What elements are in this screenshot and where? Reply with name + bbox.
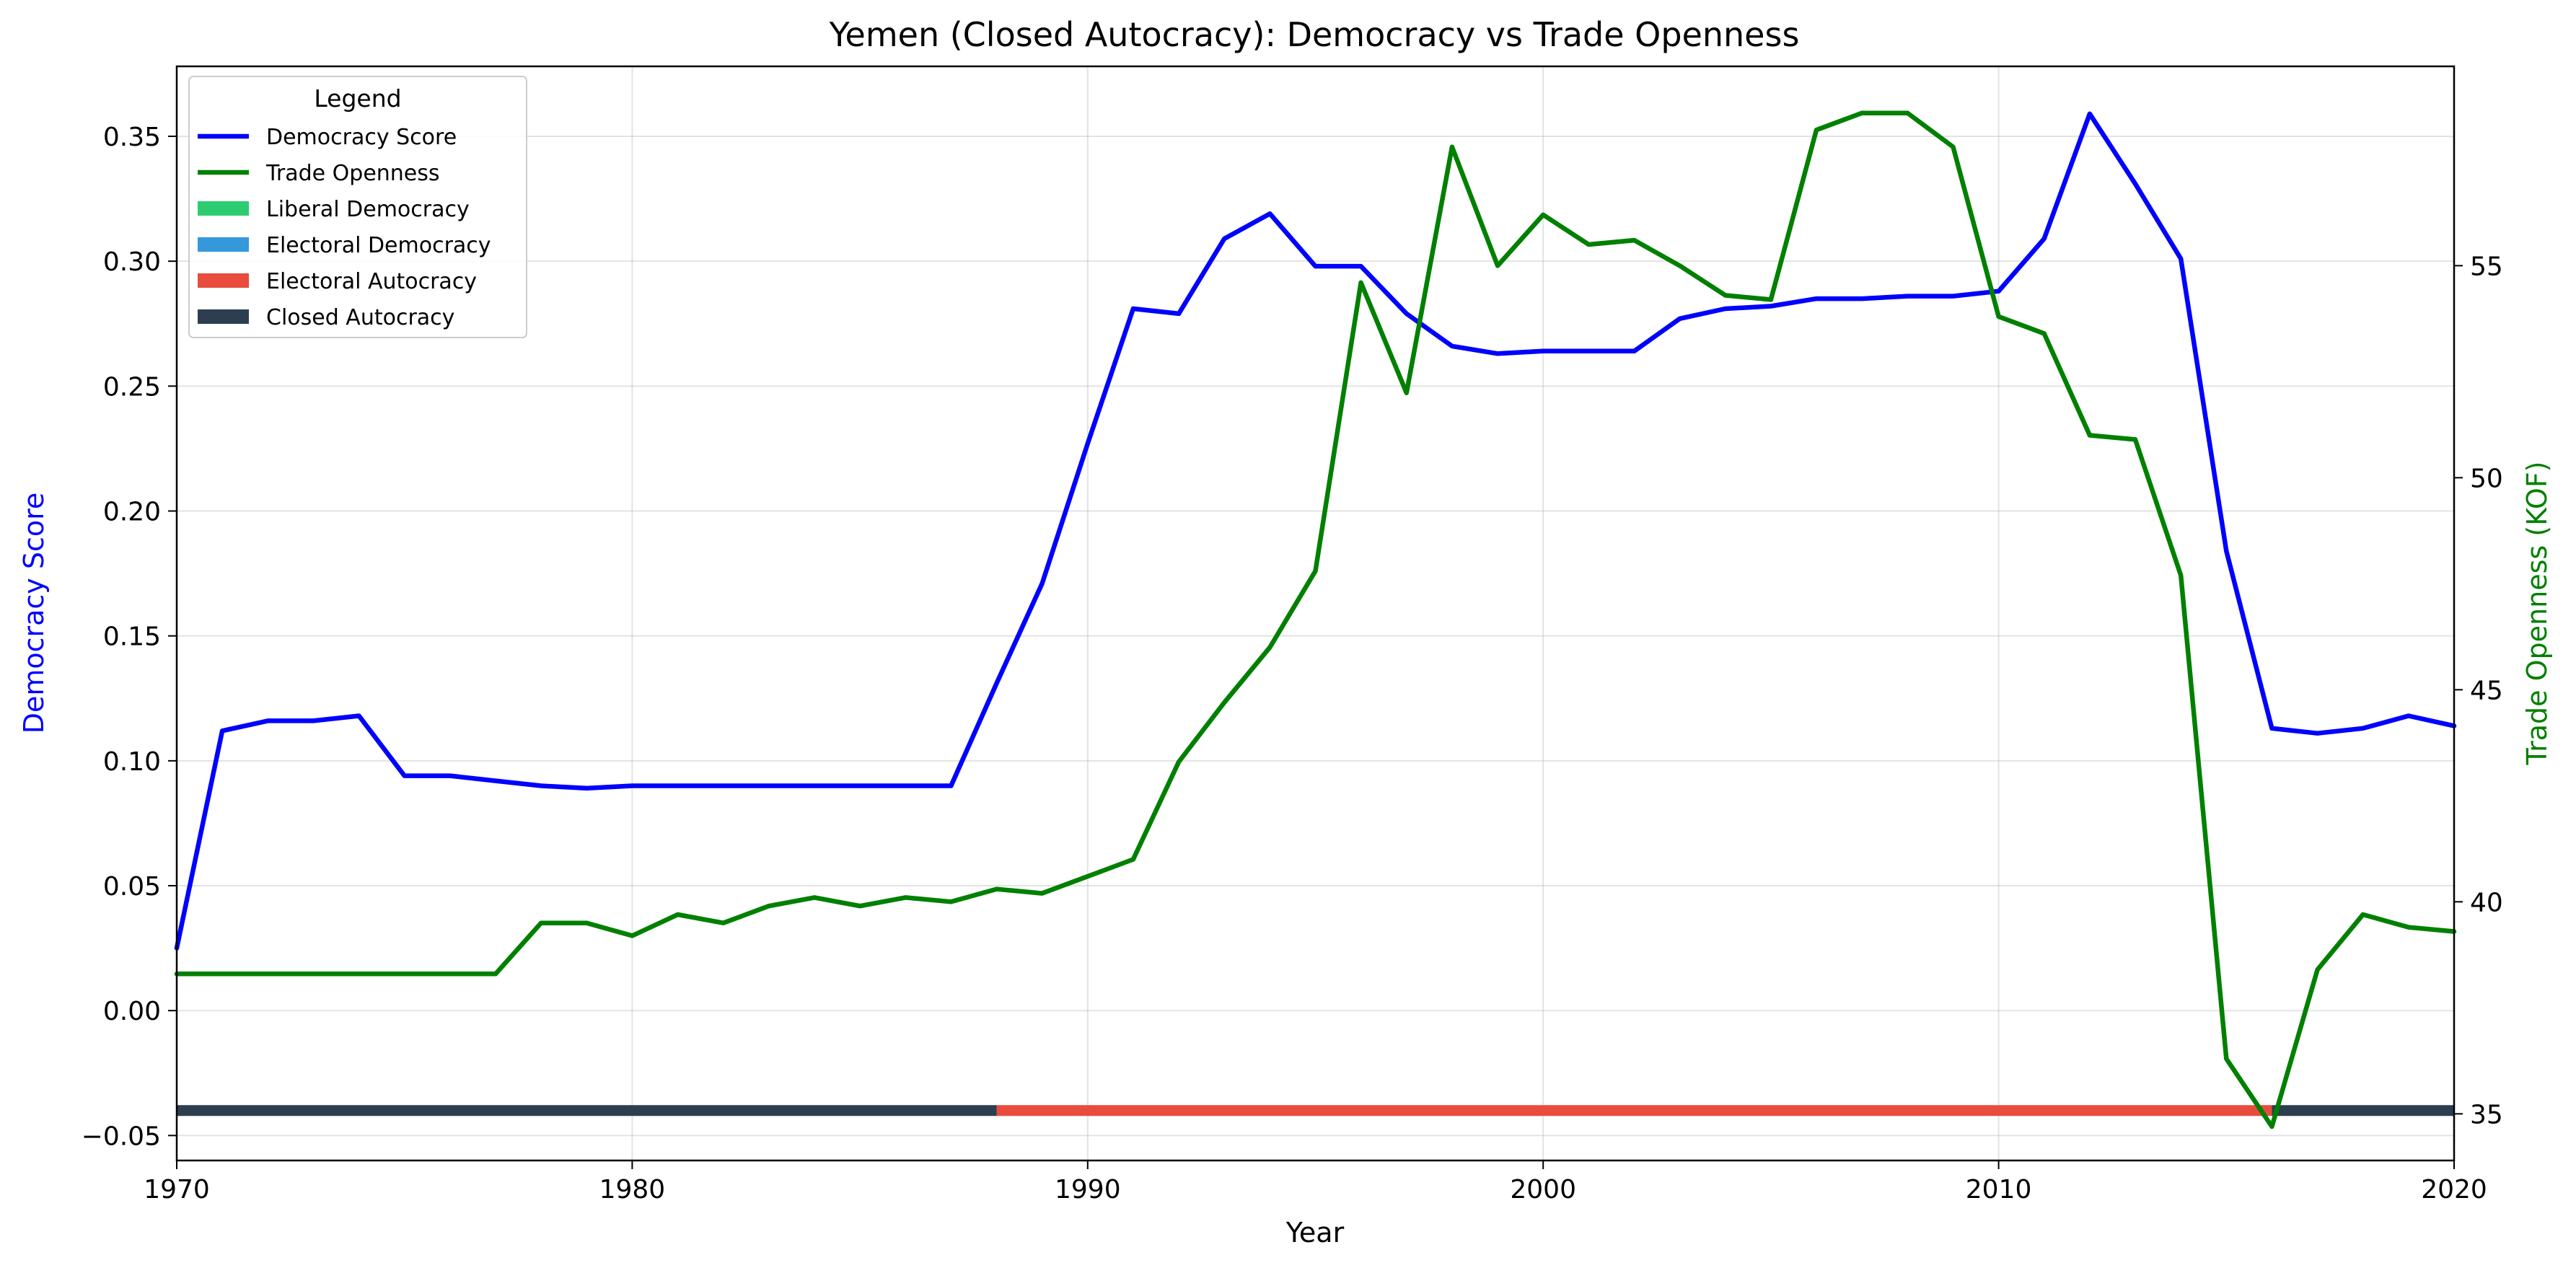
y-axis-right-title: Trade Openness (KOF) [2521,461,2553,765]
legend-patch-swatch [198,201,249,216]
y-axis-right: 35 40 45 50 55 [2454,252,2503,1129]
y-left-tick-label: 0.05 [103,872,161,902]
y-right-tick-label: 50 [2470,464,2503,493]
y-left-tick-label: 0.30 [103,247,161,277]
legend-patch-swatch [198,273,249,288]
legend-label: Electoral Democracy [266,233,491,258]
x-tick-label: 2000 [1510,1175,1576,1204]
x-axis-title: Year [1285,1217,1345,1248]
y-axis-left-title: Democracy Score [18,493,50,734]
series-lines [174,110,2457,1129]
y-left-tick-label: 0.10 [103,747,161,777]
x-tick-label: 1970 [144,1175,210,1204]
grid [176,66,2455,1160]
y-left-tick-label: 0.25 [103,372,161,402]
y-left-tick-label: 0.20 [103,497,161,527]
x-tick-label: 1980 [599,1175,666,1204]
legend-label: Trade Openness [265,161,440,186]
y-right-tick-label: 55 [2470,252,2503,281]
legend-patch-swatch [198,237,249,252]
y-right-tick-label: 40 [2470,888,2503,917]
democracy-score-line [174,111,2457,951]
x-axis: 1970 1980 1990 2000 2010 2020 [144,1160,2487,1204]
y-left-tick-label: 0.35 [103,123,161,152]
x-tick-label: 1990 [1055,1175,1121,1204]
y-right-tick-label: 45 [2470,676,2503,705]
y-left-tick-label: 0.00 [103,997,161,1026]
legend-patch-swatch [198,309,249,324]
legend-label: Democracy Score [266,125,457,150]
x-tick-label: 2010 [1966,1175,2032,1204]
y-right-tick-label: 35 [2470,1100,2503,1129]
x-tick-label: 2020 [2421,1175,2487,1204]
legend-label: Closed Autocracy [266,305,454,330]
trade-openness-line [174,110,2457,1129]
legend-label: Electoral Autocracy [266,269,477,294]
legend-label: Liberal Democracy [266,197,470,222]
legend-entries: Democracy Score Trade Openness Liberal Dem… [198,125,491,330]
legend: Legend Democracy Score Trade Openness Libe… [188,76,527,338]
chart-title: Yemen (Closed Autocracy): Democracy vs T… [829,15,1800,54]
y-axis-left: −0.05 0.00 0.05 0.10 0.15 0.20 0.25 0.30 0.35 [82,123,177,1151]
y-left-tick-label: 0.15 [103,622,161,652]
legend-title: Legend [314,84,401,113]
plot-frame [175,65,2456,1162]
y-left-tick-label: −0.05 [82,1122,161,1151]
legend-box [188,76,527,338]
